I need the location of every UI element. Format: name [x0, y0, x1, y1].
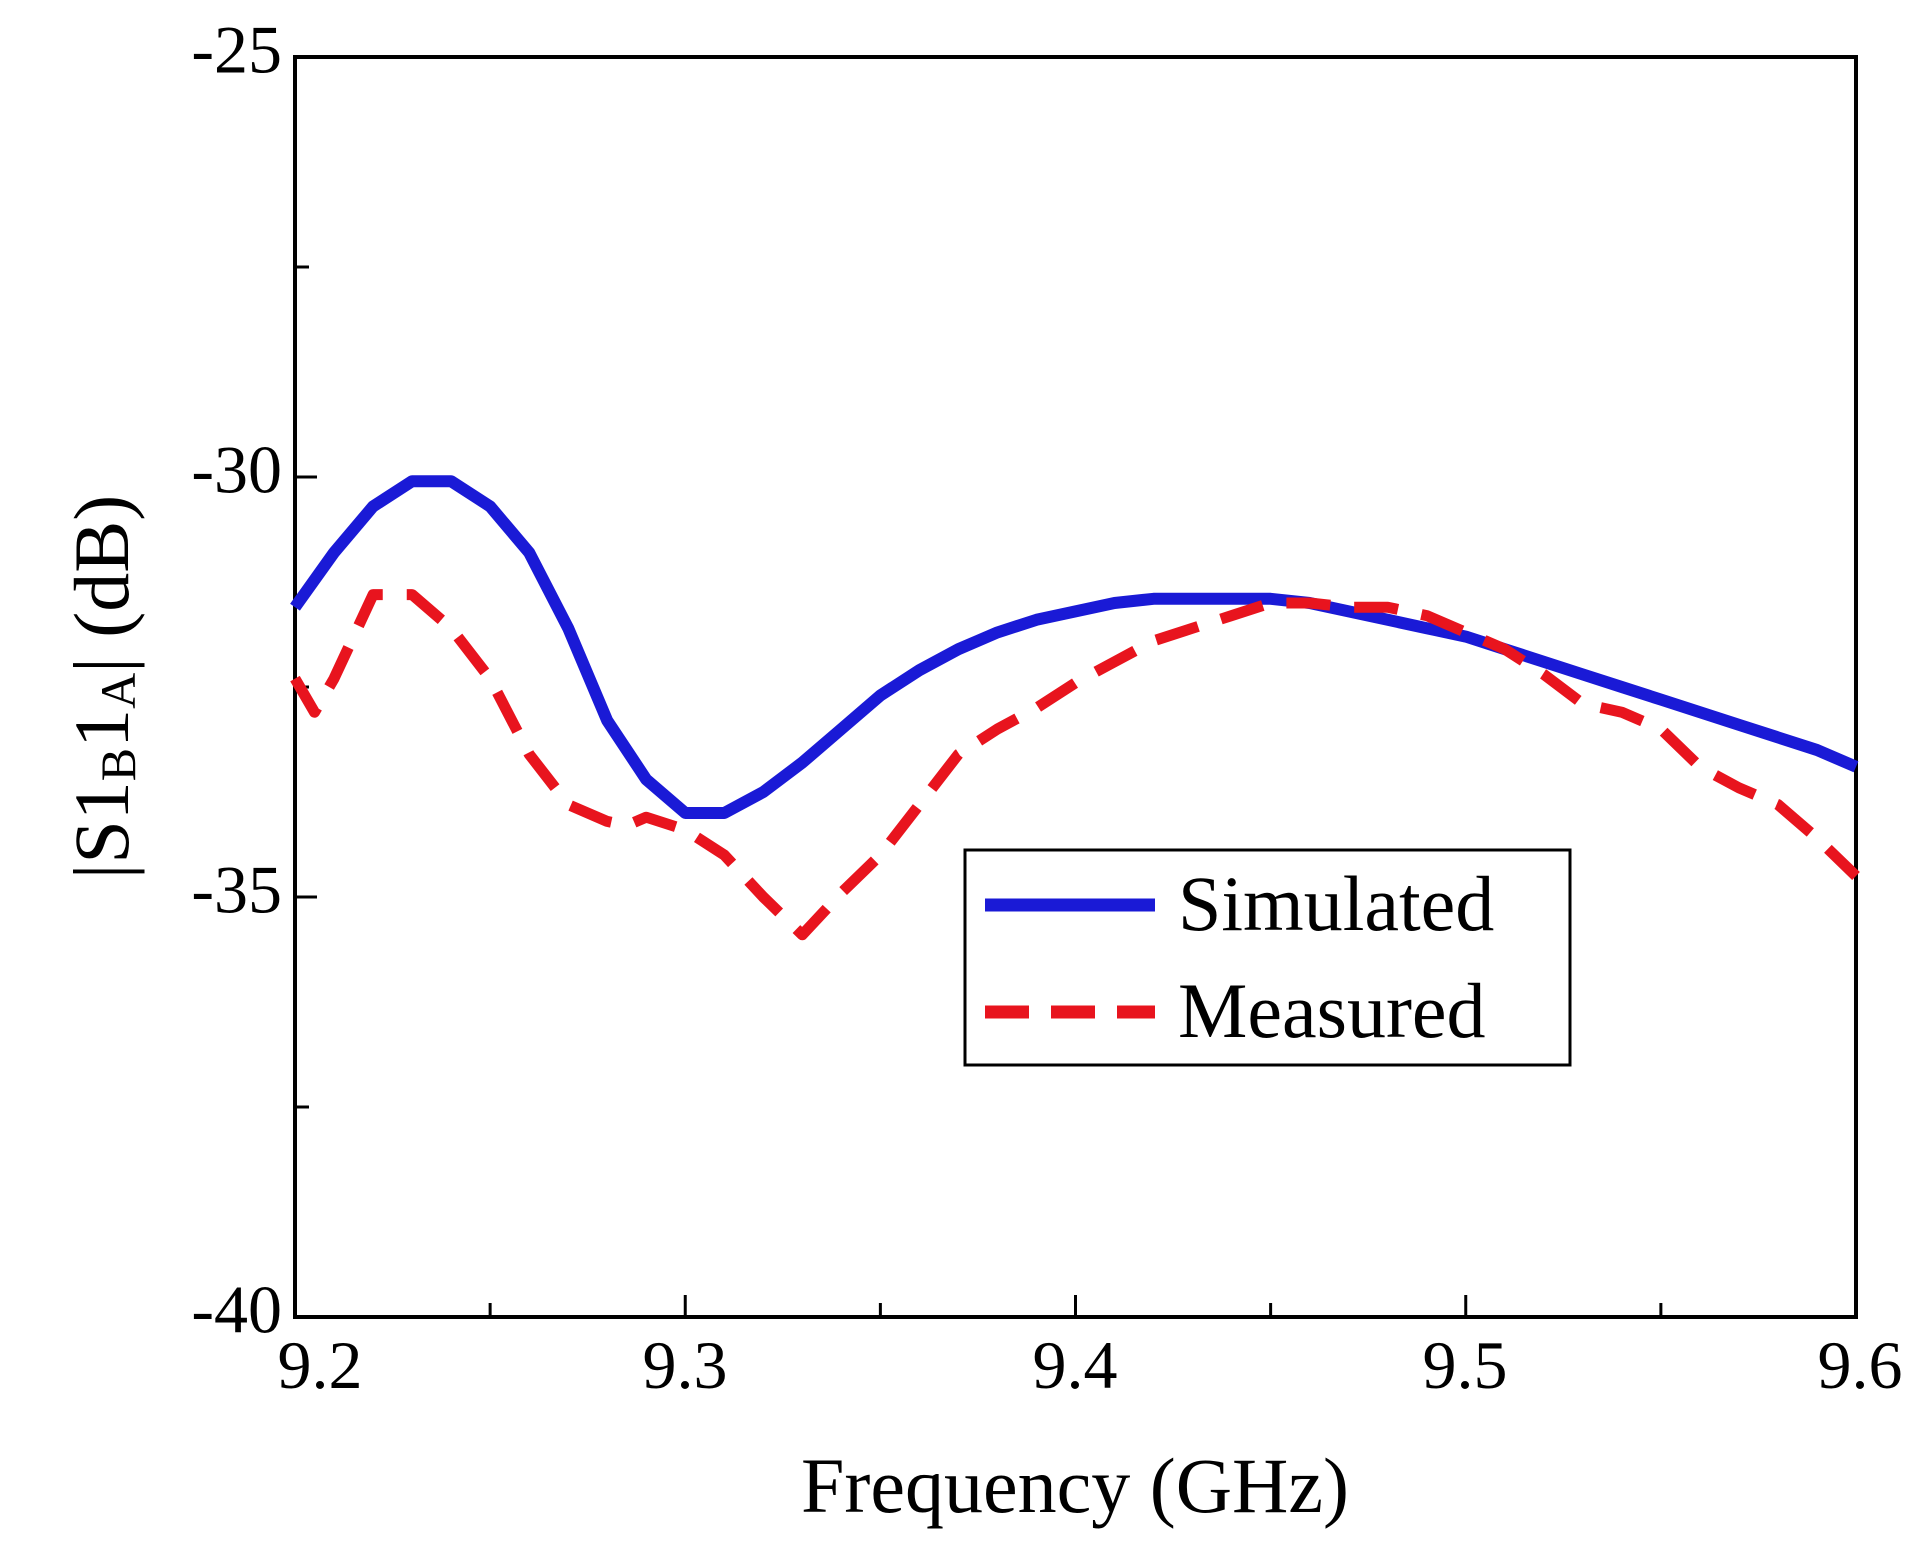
- series-line-measured: [290, 589, 1860, 941]
- legend: Simulated Measured: [963, 848, 1572, 1067]
- x-tick-labels: 9.2 9.3 9.4 9.5 9.6: [278, 1327, 1903, 1403]
- x-tick-label: 9.2: [278, 1327, 363, 1403]
- legend-label-measured: Measured: [1178, 967, 1486, 1054]
- x-tick-label: 9.5: [1423, 1327, 1508, 1403]
- series-line-simulated: [290, 475, 1859, 819]
- x-tick-label: 9.4: [1033, 1327, 1118, 1403]
- series-layer: [290, 475, 1860, 941]
- x-axis-title: Frequency (GHz): [801, 1442, 1349, 1529]
- x-tick-label: 9.6: [1818, 1327, 1903, 1403]
- y-tick-labels: -25 -30 -35 -40: [191, 12, 282, 1348]
- legend-label-simulated: Simulated: [1178, 860, 1494, 947]
- legend-box: [963, 848, 1572, 1067]
- y-tick-label: -40: [191, 1272, 282, 1348]
- axis-ticks: [293, 55, 1858, 1319]
- y-tick-label: -30: [191, 432, 282, 508]
- x-tick-label: 9.3: [643, 1327, 728, 1403]
- y-tick-label: -35: [191, 852, 282, 928]
- y-tick-label: -25: [191, 12, 282, 88]
- y-axis-title: |S1B1A| (dB): [58, 495, 147, 880]
